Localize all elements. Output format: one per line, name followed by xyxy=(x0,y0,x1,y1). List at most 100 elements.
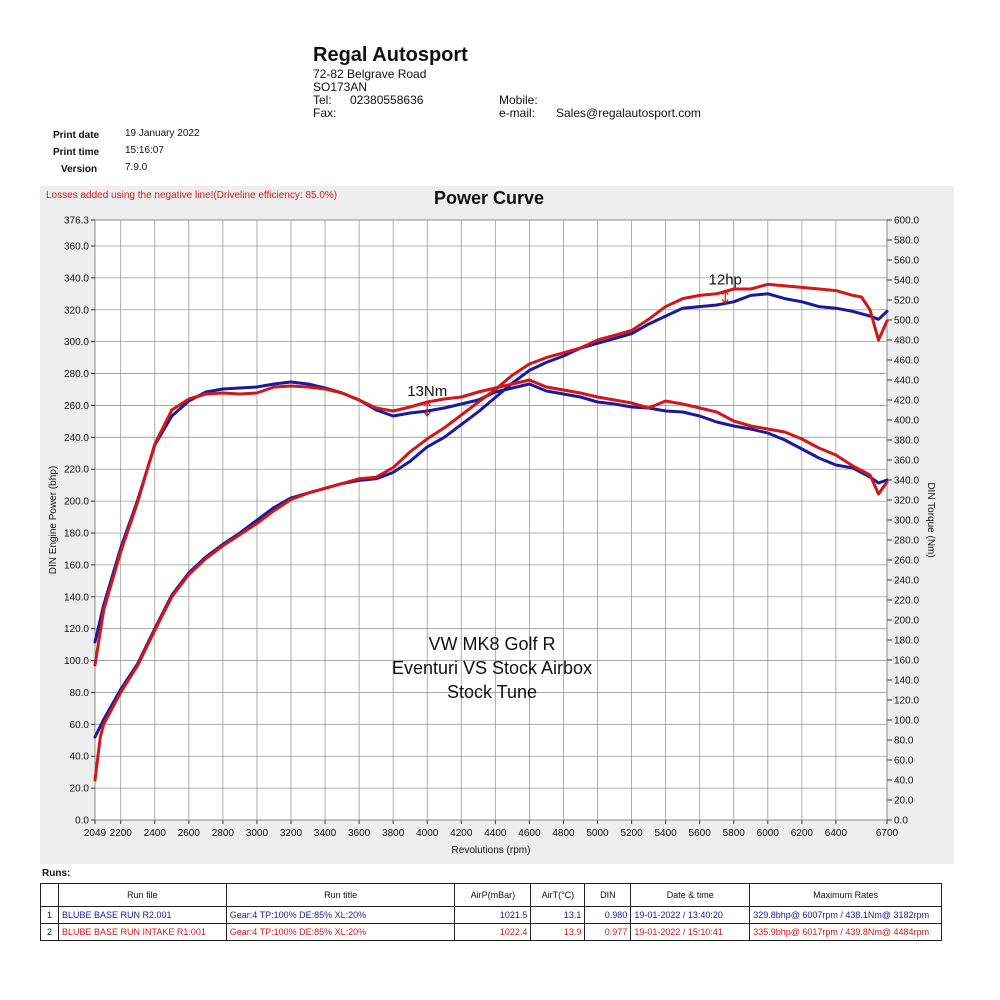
run-airp: 1021.5 xyxy=(454,906,532,924)
y2-tick-label: 320.0 xyxy=(894,496,919,507)
table-row[interactable]: 2 BLUBE BASE RUN INTAKE R1.001 Gear:4 TP… xyxy=(40,923,942,941)
callout-arrow-up xyxy=(423,401,431,407)
callout-arrow-down xyxy=(423,411,431,417)
x-tick-label: 5200 xyxy=(620,828,643,839)
y2-tick-label: 180.0 xyxy=(894,636,919,647)
version-label: Version xyxy=(61,164,98,175)
y2-tick-label: 300.0 xyxy=(894,516,919,527)
run-airp: 1022.4 xyxy=(454,923,532,941)
runs-table: Run file Run title AirP(mBar) AirT(°C) D… xyxy=(40,883,942,941)
y2-tick-label: 540.0 xyxy=(894,276,919,287)
y-tick-label: 300.0 xyxy=(64,337,89,348)
y2-tick-label: 0.0 xyxy=(894,816,908,827)
x-tick-label: 5400 xyxy=(655,828,678,839)
runs-header-din: DIN xyxy=(584,883,632,907)
chart-annotation-line: Eventuri VS Stock Airbox xyxy=(392,658,592,678)
callout-arrow-down xyxy=(721,299,729,305)
callout-label: 12hp xyxy=(709,272,742,289)
address-line-1: 72-82 Belgrave Road xyxy=(313,67,427,81)
runs-header-max: Maximum Rates xyxy=(749,883,942,907)
mobile-label: Mobile: xyxy=(499,93,538,107)
y2-tick-label: 200.0 xyxy=(894,616,919,627)
y-tick-label: 280.0 xyxy=(64,369,89,380)
x-tick-label: 5800 xyxy=(723,828,746,839)
print-date-value: 19 January 2022 xyxy=(125,128,200,139)
x-tick-label: 4000 xyxy=(416,828,439,839)
y2-tick-label: 60.0 xyxy=(894,756,914,767)
run-index: 1 xyxy=(40,906,59,924)
y-tick-label: 320.0 xyxy=(64,305,89,316)
y2-tick-label: 360.0 xyxy=(894,456,919,467)
x-tick-label: 2049 xyxy=(84,828,107,839)
company-name: Regal Autosport xyxy=(313,44,468,66)
y2-tick-label: 420.0 xyxy=(894,396,919,407)
y2-tick-label: 600.0 xyxy=(894,216,919,227)
y2-tick-label: 280.0 xyxy=(894,536,919,547)
run-file: BLUBE BASE RUN INTAKE R1.001 xyxy=(57,923,227,941)
y-tick-label: 0.0 xyxy=(75,816,89,827)
callout-arrow-up xyxy=(721,289,729,295)
callout-label: 13Nm xyxy=(407,383,447,400)
run-airt: 13.9 xyxy=(530,923,586,941)
x-tick-label: 5000 xyxy=(586,828,609,839)
x-tick-label: 4600 xyxy=(518,828,541,839)
run-max-rates: 329.8bhp@ 6007rpm / 438.1Nm@ 3182rpm xyxy=(749,906,942,924)
y2-tick-label: 560.0 xyxy=(894,256,919,267)
x-tick-label: 6400 xyxy=(825,828,848,839)
run-file: BLUBE BASE RUN R2.001 xyxy=(57,906,227,924)
run-index: 2 xyxy=(40,923,59,941)
tel-value: 02380558636 xyxy=(350,93,424,107)
runs-header-airt: AirT(°C) xyxy=(530,883,586,907)
run-din: 0.980 xyxy=(584,906,632,924)
y2-tick-label: 480.0 xyxy=(894,336,919,347)
run-datetime: 19-01-2022 / 13:40:20 xyxy=(630,906,751,924)
y2-tick-label: 520.0 xyxy=(894,296,919,307)
y-tick-label: 80.0 xyxy=(70,688,90,699)
y-tick-label: 360.0 xyxy=(64,241,89,252)
y-tick-label: 376.3 xyxy=(64,216,89,227)
x-tick-label: 3400 xyxy=(314,828,337,839)
x-tick-label: 2600 xyxy=(178,828,201,839)
y2-tick-label: 40.0 xyxy=(894,776,914,787)
y-tick-label: 340.0 xyxy=(64,273,89,284)
y2-tick-label: 160.0 xyxy=(894,656,919,667)
run2-torque-line xyxy=(93,378,889,667)
y2-tick-label: 340.0 xyxy=(894,476,919,487)
email-label: e-mail: xyxy=(499,106,536,120)
x-tick-label: 3600 xyxy=(348,828,371,839)
x-tick-label: 2200 xyxy=(110,828,133,839)
runs-header-datetime: Date & time xyxy=(630,883,751,907)
version-value: 7.9.0 xyxy=(125,162,148,173)
y2-axis-label: DIN Torque (Nm) xyxy=(925,482,936,557)
run-din: 0.977 xyxy=(584,923,632,941)
run-airt: 13.1 xyxy=(530,906,586,924)
x-tick-label: 4800 xyxy=(552,828,575,839)
x-axis-label: Revolutions (rpm) xyxy=(452,845,531,856)
x-tick-label: 2400 xyxy=(144,828,167,839)
y-axis-label: DIN Engine Power (bhp) xyxy=(48,466,59,574)
y2-tick-label: 500.0 xyxy=(894,316,919,327)
y-tick-label: 180.0 xyxy=(64,528,89,539)
y-tick-label: 20.0 xyxy=(70,784,90,795)
plot-area xyxy=(94,219,888,821)
x-tick-label: 4200 xyxy=(450,828,473,839)
chart-title: Power Curve xyxy=(434,188,545,208)
y2-tick-label: 100.0 xyxy=(894,716,919,727)
print-date-label: Print date xyxy=(53,130,100,141)
run-title: Gear:4 TP:100% DE:85% XL:20% xyxy=(225,923,456,941)
runs-header-index xyxy=(40,883,59,907)
y-tick-label: 120.0 xyxy=(64,624,89,635)
y2-tick-label: 20.0 xyxy=(894,796,914,807)
y2-tick-label: 80.0 xyxy=(894,736,914,747)
chart-annotation-line: Stock Tune xyxy=(447,682,537,702)
y-tick-label: 240.0 xyxy=(64,433,89,444)
y2-tick-label: 240.0 xyxy=(894,576,919,587)
run-max-rates: 335.9bhp@ 6017rpm / 439.8Nm@ 4484rpm xyxy=(749,923,942,941)
table-row[interactable]: 1 BLUBE BASE RUN R2.001 Gear:4 TP:100% D… xyxy=(40,906,942,924)
y-tick-label: 60.0 xyxy=(70,720,90,731)
driveline-note: Losses added using the negative line!(Dr… xyxy=(46,190,338,201)
runs-header-title: Run title xyxy=(225,883,456,907)
x-tick-label: 6200 xyxy=(791,828,814,839)
y2-tick-label: 220.0 xyxy=(894,596,919,607)
